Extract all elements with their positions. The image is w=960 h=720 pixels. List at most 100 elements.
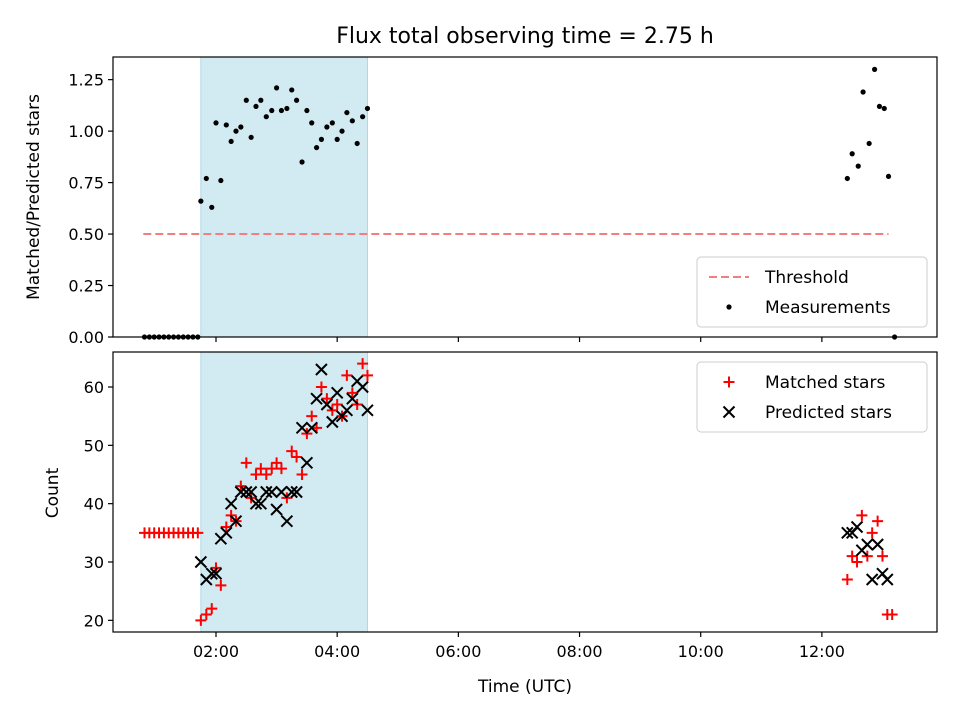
y-tick-label: 1.00 bbox=[68, 122, 104, 141]
predicted-star-point bbox=[265, 485, 278, 499]
predicted-star-point bbox=[295, 421, 309, 435]
matched-star-point bbox=[866, 527, 878, 539]
measurement-point bbox=[849, 151, 855, 157]
chart-title: Flux total observing time = 2.75 h bbox=[336, 24, 714, 49]
measurement-point bbox=[289, 87, 295, 93]
predicted-star-point bbox=[356, 380, 369, 394]
measurement-point bbox=[339, 128, 345, 134]
measurement-point bbox=[269, 107, 275, 114]
x-tick-label: 02:00 bbox=[193, 642, 239, 661]
legend-box bbox=[696, 256, 928, 328]
measurement-point bbox=[860, 89, 866, 95]
matched-star-point bbox=[210, 562, 222, 574]
matched-star-point bbox=[266, 463, 278, 475]
matched-star-point bbox=[341, 369, 353, 381]
predicted-star-point bbox=[320, 398, 334, 411]
measurement-point bbox=[253, 103, 259, 110]
predicted-star-point bbox=[310, 392, 323, 405]
measurement-point bbox=[198, 198, 204, 204]
legend-swatch bbox=[722, 405, 736, 419]
predicted-star-point bbox=[229, 514, 243, 528]
y-tick-label: 20 bbox=[84, 611, 104, 630]
matched-star-point bbox=[346, 387, 358, 399]
measurement-point bbox=[273, 85, 280, 91]
x-tick-label: 08:00 bbox=[556, 642, 602, 661]
x-tick-label: 10:00 bbox=[678, 642, 724, 661]
matched-star-point bbox=[240, 457, 252, 469]
matched-star-point bbox=[306, 410, 318, 422]
y-tick-label: 0.75 bbox=[68, 174, 104, 193]
predicted-star-point bbox=[224, 497, 238, 510]
predicted-star-point bbox=[326, 415, 339, 429]
matched-star-point bbox=[206, 603, 218, 615]
predicted-star-point bbox=[871, 538, 884, 551]
measurement-point bbox=[871, 66, 878, 72]
measurement-point bbox=[329, 120, 335, 126]
measurement-point bbox=[364, 105, 371, 112]
predicted-star-point bbox=[260, 485, 273, 499]
bottom-y-axis-label: Count bbox=[43, 467, 63, 518]
count-panel: 02:00 04:00 06:00 08:00 10:00 12:00 20 30 40 50 60… bbox=[84, 351, 938, 661]
measurement-point bbox=[313, 144, 320, 151]
y-tick-label: 0.00 bbox=[68, 328, 104, 347]
predicted-star-point bbox=[305, 421, 318, 435]
measurement-point bbox=[203, 175, 209, 182]
measurement-point bbox=[299, 159, 305, 165]
matched-star-point bbox=[271, 457, 283, 469]
x-tick-label: 06:00 bbox=[435, 642, 481, 661]
axes-frame bbox=[112, 56, 938, 338]
measurement-point bbox=[354, 140, 360, 147]
measurement-point bbox=[360, 114, 366, 120]
measurement-point bbox=[304, 107, 310, 114]
measurement-point bbox=[263, 114, 269, 120]
matched-star-point bbox=[851, 556, 863, 568]
matched-star-point bbox=[861, 550, 873, 562]
predicted-star-point bbox=[270, 503, 283, 516]
predicted-star-point bbox=[244, 485, 258, 499]
matched-star-point bbox=[321, 393, 333, 405]
measurement-point bbox=[309, 120, 315, 126]
legend-box bbox=[696, 361, 928, 433]
predicted-star-point bbox=[254, 497, 268, 510]
measurement-point bbox=[876, 103, 883, 110]
matched-star-point bbox=[235, 480, 247, 492]
matched-star-point bbox=[255, 463, 267, 475]
ratio-panel: 0.00 0.25 0.50 0.75 1.00 1.25 Threshold Measure… bbox=[68, 56, 938, 347]
measurement-point bbox=[881, 105, 887, 112]
predicted-star-point bbox=[300, 456, 314, 470]
predicted-star-point bbox=[315, 363, 328, 376]
predicted-star-point bbox=[850, 520, 864, 534]
matched-star-point bbox=[286, 445, 298, 457]
measurement-point bbox=[293, 97, 300, 103]
measurement-point bbox=[223, 122, 229, 128]
predicted-star-point bbox=[280, 514, 294, 528]
legend: Threshold Measurements bbox=[696, 256, 928, 328]
predicted-star-point bbox=[346, 392, 359, 405]
predicted-star-point bbox=[881, 573, 894, 586]
y-tick-label: 60 bbox=[84, 378, 104, 397]
legend-label: Measurements bbox=[765, 298, 891, 318]
matched-star-point bbox=[220, 521, 232, 533]
y-tick-label: 0.50 bbox=[68, 225, 104, 244]
matched-star-point bbox=[841, 574, 853, 585]
predicted-star-point bbox=[361, 404, 374, 417]
legend: Matched stars Predicted stars bbox=[696, 361, 928, 433]
predicted-star-point bbox=[234, 485, 248, 499]
measurement-point bbox=[243, 97, 249, 103]
matched-star-point bbox=[195, 614, 207, 626]
predicted-star-point bbox=[194, 555, 208, 569]
predicted-star-point bbox=[209, 567, 223, 580]
matched-star-point bbox=[872, 515, 884, 527]
matched-star-point bbox=[296, 469, 308, 480]
matched-star-point bbox=[846, 550, 858, 562]
predicted-star-point bbox=[205, 567, 218, 580]
measurement-point bbox=[238, 124, 244, 130]
measurement-point bbox=[318, 136, 325, 142]
measurement-point bbox=[855, 163, 861, 169]
matched-star-point bbox=[326, 404, 338, 416]
measurement-point bbox=[844, 175, 850, 182]
predicted-star-point bbox=[861, 538, 874, 551]
shaded-observing-span bbox=[200, 56, 368, 338]
